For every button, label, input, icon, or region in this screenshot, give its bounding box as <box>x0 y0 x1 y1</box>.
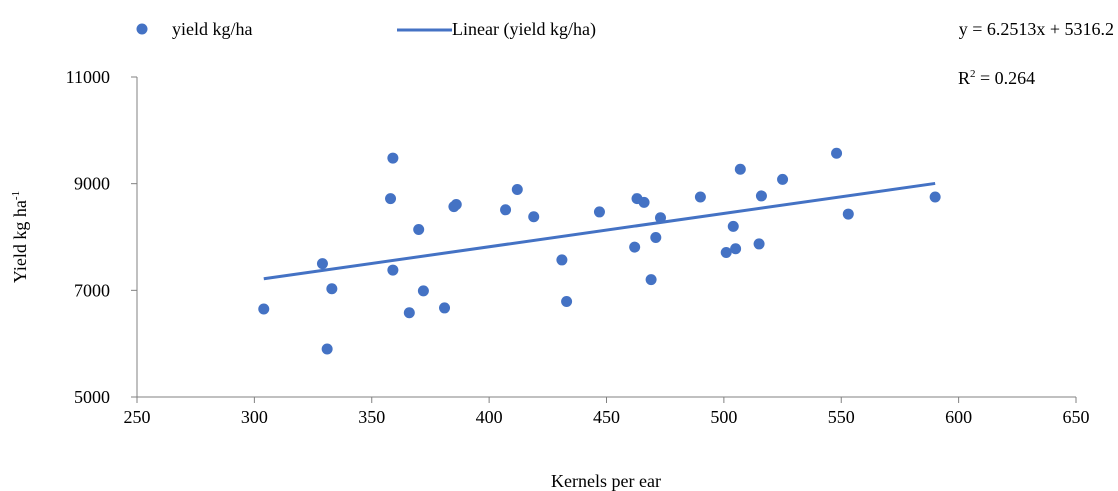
r-squared-prefix: R <box>958 68 970 88</box>
data-point <box>650 232 662 244</box>
points-layer <box>258 147 941 355</box>
r-squared-value: = 0.264 <box>976 68 1036 88</box>
axes <box>136 77 1076 398</box>
data-point <box>777 173 789 185</box>
r-squared-superscript: 2 <box>970 68 976 80</box>
data-point <box>439 302 451 314</box>
legend-label-trendline: Linear (yield kg/ha) <box>452 19 596 40</box>
data-point <box>629 241 641 253</box>
data-point <box>321 343 333 355</box>
data-point <box>593 206 605 218</box>
r-squared-label: R2 = 0.264 <box>958 68 1035 88</box>
data-point <box>831 147 843 159</box>
trendline-layer <box>263 181 936 281</box>
data-point <box>258 303 270 315</box>
data-point <box>730 243 742 255</box>
y-tick-label: 11000 <box>66 67 110 87</box>
x-tick-label: 550 <box>828 407 855 427</box>
y-tick-label: 5000 <box>74 387 110 407</box>
data-point <box>727 220 739 232</box>
data-point <box>734 163 746 175</box>
data-point <box>654 212 666 224</box>
data-point <box>500 204 512 216</box>
legend-marker-scatter <box>136 23 148 35</box>
data-point <box>387 152 399 164</box>
x-tick-label: 300 <box>241 407 268 427</box>
trendline <box>263 181 936 281</box>
data-point <box>720 246 732 258</box>
data-point <box>645 274 657 286</box>
data-point <box>326 283 338 295</box>
data-point <box>561 296 573 308</box>
x-tick-label: 600 <box>945 407 972 427</box>
y-tick-label: 9000 <box>74 174 110 194</box>
tick-layer: 250 300 350 400 450 500 550 600 650 5000 7000 9000 1… <box>66 67 1090 427</box>
data-point <box>755 190 767 202</box>
data-point <box>316 258 328 270</box>
legend: yield kg/ha Linear (yield kg/ha) <box>136 19 596 40</box>
data-point <box>417 285 429 297</box>
data-point <box>511 184 523 196</box>
y-axis-title-superscript: -1 <box>10 191 22 200</box>
data-point <box>638 196 650 208</box>
x-tick-label: 400 <box>476 407 503 427</box>
data-point <box>403 307 415 319</box>
y-axis-title-text: Yield kg ha <box>10 200 30 283</box>
x-tick-label: 250 <box>124 407 151 427</box>
data-point <box>556 254 568 266</box>
y-tick-label: 7000 <box>74 280 110 300</box>
data-point <box>385 193 397 205</box>
x-tick-label: 350 <box>358 407 385 427</box>
x-tick-label: 500 <box>710 407 737 427</box>
data-point <box>413 224 425 236</box>
data-point <box>694 191 706 203</box>
data-point <box>842 208 854 220</box>
data-point <box>450 198 462 210</box>
data-point <box>387 264 399 276</box>
x-axis-title: Kernels per ear <box>551 471 661 491</box>
x-tick-label: 450 <box>593 407 620 427</box>
data-point <box>929 191 941 203</box>
y-axis-title: Yield kg ha-1 <box>10 191 30 283</box>
legend-label-scatter: yield kg/ha <box>172 19 252 39</box>
data-point <box>753 238 765 250</box>
trendline-equation: y = 6.2513x + 5316.2 <box>959 19 1114 39</box>
data-point <box>528 211 540 223</box>
x-tick-label: 650 <box>1063 407 1090 427</box>
